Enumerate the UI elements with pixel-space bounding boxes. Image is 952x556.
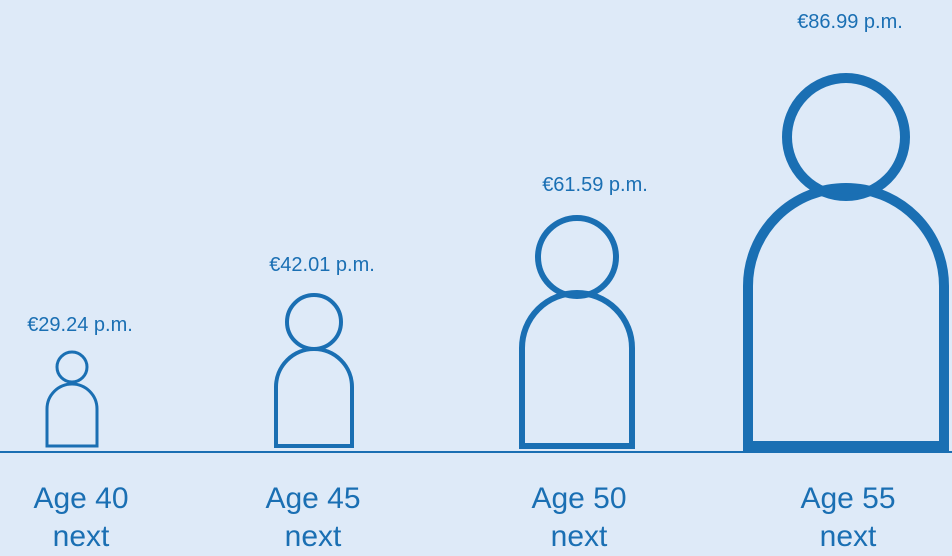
figure-body xyxy=(519,290,635,449)
figure-head xyxy=(782,73,910,201)
figure-head xyxy=(535,215,619,299)
age-label: Age 45 next xyxy=(265,482,361,553)
price-label: €29.24 p.m. xyxy=(27,314,133,336)
figure-body xyxy=(45,382,99,448)
figure-body xyxy=(743,183,949,451)
figure-head xyxy=(285,293,343,351)
age-label: Age 55 next xyxy=(800,482,896,553)
price-label: €61.59 p.m. xyxy=(542,174,648,196)
price-label: €86.99 p.m. xyxy=(797,11,903,33)
age-label: Age 40 next xyxy=(33,482,129,553)
price-label: €42.01 p.m. xyxy=(269,254,375,276)
figure-head xyxy=(55,350,89,384)
figure-body xyxy=(274,347,354,448)
age-label: Age 50 next xyxy=(531,482,627,553)
